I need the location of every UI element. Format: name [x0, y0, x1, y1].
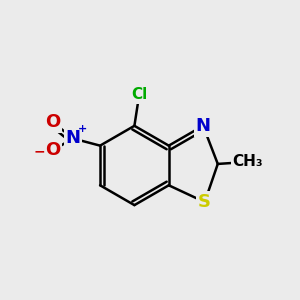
Text: CH₃: CH₃	[232, 154, 263, 169]
Text: S: S	[198, 193, 211, 211]
Text: N: N	[196, 117, 211, 135]
Text: Cl: Cl	[131, 87, 147, 102]
Text: −: −	[34, 144, 45, 158]
Text: N: N	[66, 130, 81, 148]
Text: O: O	[45, 113, 60, 131]
Text: +: +	[78, 124, 87, 134]
Text: O: O	[45, 141, 60, 159]
